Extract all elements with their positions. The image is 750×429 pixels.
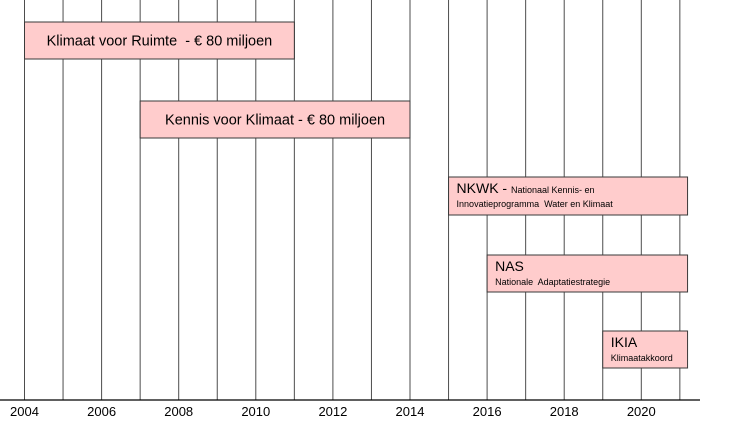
year-tick-labels: 2004 2006 2008 2010 2012 2014 2016 2018 2020	[10, 404, 656, 419]
program-title-main: NAS	[495, 258, 524, 274]
tick-label-2010: 2010	[241, 404, 270, 419]
tick-label-2008: 2008	[164, 404, 193, 419]
program-title: Klimaat voor Ruimte - € 80 miljoen	[47, 34, 273, 50]
program-bar-0: Klimaat voor Ruimte - € 80 miljoen	[24, 21, 295, 60]
program-title-small: Nationaal Kennis- en	[511, 185, 595, 195]
tick-label-2018: 2018	[550, 404, 579, 419]
program-bars: Klimaat voor Ruimte - € 80 miljoen Kennis…	[24, 21, 689, 369]
tick-label-2020: 2020	[627, 404, 656, 419]
program-title: NKWK - Nationaal Kennis- en	[457, 180, 595, 196]
program-title-main: NKWK -	[457, 180, 511, 196]
program-bar-4: IKIA Klimaatakkoord	[602, 330, 689, 369]
tick-label-2006: 2006	[87, 404, 116, 419]
program-bar-1: Kennis voor Klimaat - € 80 miljoen	[139, 100, 411, 139]
program-subtitle: Innovatieprogramma Water en Klimaat	[457, 199, 614, 209]
tick-label-2014: 2014	[396, 404, 425, 419]
program-bar-2: NKWK - Nationaal Kennis- en Innovatieprog…	[448, 176, 689, 216]
program-bar-rect	[448, 176, 689, 216]
tick-label-2004: 2004	[10, 404, 39, 419]
tick-label-2012: 2012	[318, 404, 347, 419]
program-title: IKIA	[611, 334, 638, 350]
program-subtitle: Klimaatakkoord	[611, 353, 673, 363]
program-bar-rect	[486, 254, 689, 293]
program-title: Kennis voor Klimaat - € 80 miljoen	[165, 113, 385, 129]
program-bar-rect	[24, 21, 295, 60]
tick-label-2016: 2016	[473, 404, 502, 419]
program-bar-rect	[139, 100, 411, 139]
program-title: NAS	[495, 258, 524, 274]
program-subtitle: Nationale Adaptatiestrategie	[495, 277, 610, 287]
program-title-main: IKIA	[611, 334, 638, 350]
program-bar-3: NAS Nationale Adaptatiestrategie	[486, 254, 689, 293]
program-bar-rect	[602, 330, 689, 369]
